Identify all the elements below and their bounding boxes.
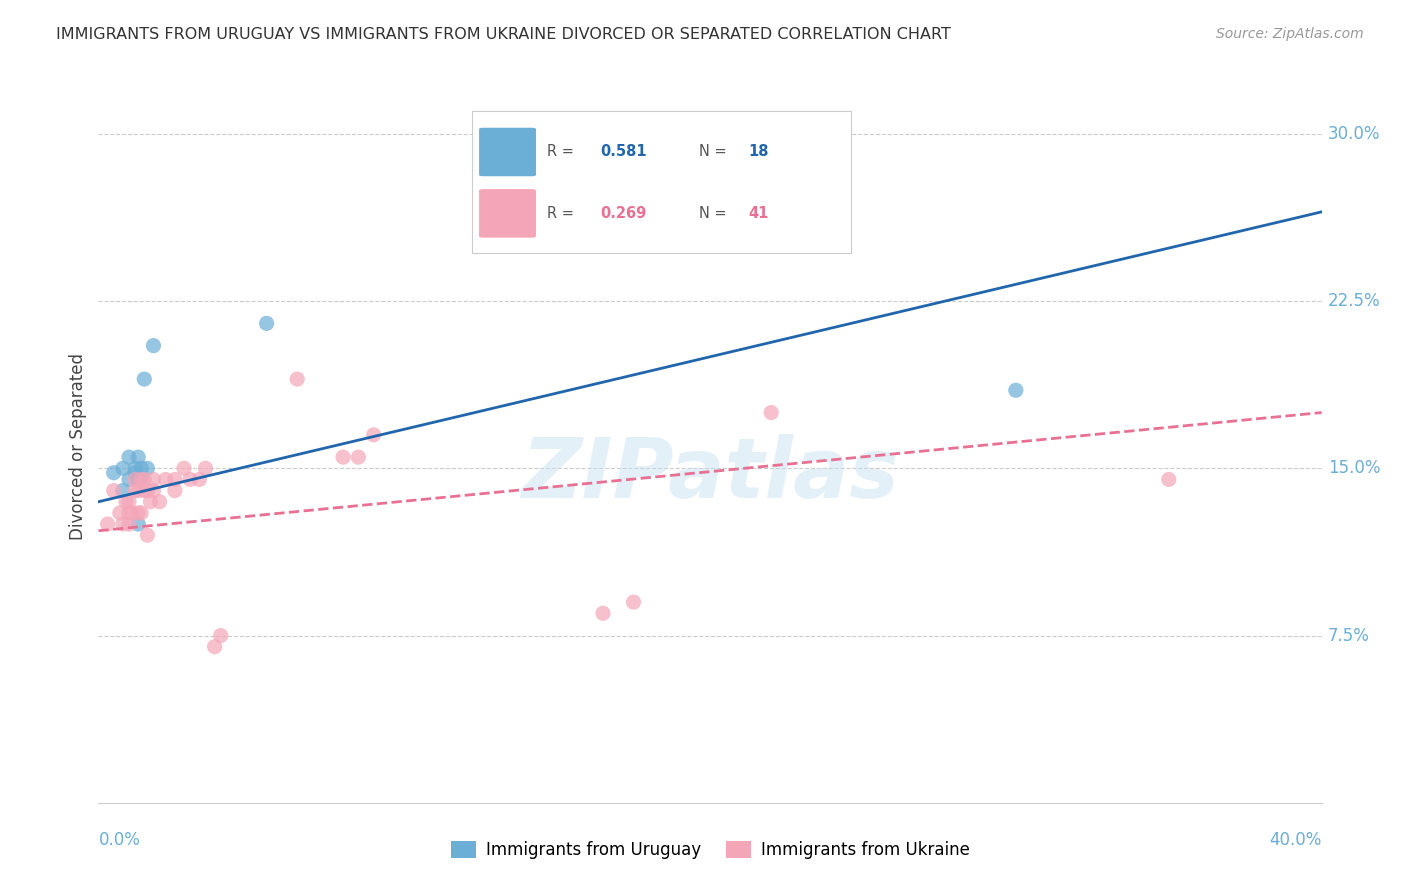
Point <box>118 494 141 508</box>
Point <box>111 483 134 498</box>
Point <box>149 494 172 508</box>
Point <box>142 473 165 487</box>
Point <box>1004 384 1026 398</box>
Point <box>363 427 385 442</box>
Point <box>285 372 308 386</box>
Point <box>124 461 146 475</box>
Point <box>730 204 752 219</box>
Point <box>485 238 508 252</box>
Point <box>127 483 149 498</box>
Text: Source: ZipAtlas.com: Source: ZipAtlas.com <box>1216 27 1364 41</box>
Point <box>121 506 143 520</box>
Point <box>194 461 217 475</box>
Point <box>592 607 614 621</box>
Point <box>623 595 645 609</box>
Point <box>103 483 125 498</box>
Point <box>188 473 211 487</box>
Point <box>115 494 138 508</box>
Point <box>256 317 278 331</box>
Y-axis label: Divorced or Separated: Divorced or Separated <box>69 352 87 540</box>
Point <box>1157 473 1180 487</box>
Point <box>204 640 226 654</box>
Point <box>111 461 134 475</box>
Point <box>134 483 156 498</box>
Text: IMMIGRANTS FROM URUGUAY VS IMMIGRANTS FROM UKRAINE DIVORCED OR SEPARATED CORRELA: IMMIGRANTS FROM URUGUAY VS IMMIGRANTS FR… <box>56 27 950 42</box>
Point <box>134 372 156 386</box>
Point <box>155 473 177 487</box>
Point <box>759 405 782 420</box>
Point <box>136 483 159 498</box>
Point <box>209 628 232 642</box>
Text: 0.0%: 0.0% <box>98 831 141 849</box>
Text: ZIPatlas: ZIPatlas <box>522 434 898 515</box>
Point <box>108 506 131 520</box>
Point <box>163 473 186 487</box>
Point <box>347 450 370 465</box>
Point <box>103 466 125 480</box>
Text: 22.5%: 22.5% <box>1327 292 1381 310</box>
Point <box>127 517 149 532</box>
Text: 40.0%: 40.0% <box>1270 831 1322 849</box>
Point <box>142 338 165 352</box>
Point <box>97 517 120 532</box>
Point <box>139 494 162 508</box>
Point <box>332 450 354 465</box>
Point <box>118 517 141 532</box>
Point <box>127 506 149 520</box>
Point <box>142 483 165 498</box>
Point <box>163 483 186 498</box>
Point <box>134 473 156 487</box>
Point <box>124 483 146 498</box>
Point <box>129 506 152 520</box>
Point <box>173 461 195 475</box>
Point <box>129 461 152 475</box>
Point <box>129 473 152 487</box>
Point <box>136 528 159 542</box>
Point <box>124 466 146 480</box>
Point <box>124 473 146 487</box>
Text: 15.0%: 15.0% <box>1327 459 1381 477</box>
Point <box>129 473 152 487</box>
Text: 7.5%: 7.5% <box>1327 626 1369 645</box>
Point <box>136 461 159 475</box>
Point <box>118 473 141 487</box>
Point <box>179 473 201 487</box>
Point <box>127 450 149 465</box>
Text: 30.0%: 30.0% <box>1327 125 1381 143</box>
Point <box>118 450 141 465</box>
Point <box>118 506 141 520</box>
Point <box>127 473 149 487</box>
Point <box>111 517 134 532</box>
Legend: Immigrants from Uruguay, Immigrants from Ukraine: Immigrants from Uruguay, Immigrants from… <box>444 834 976 866</box>
